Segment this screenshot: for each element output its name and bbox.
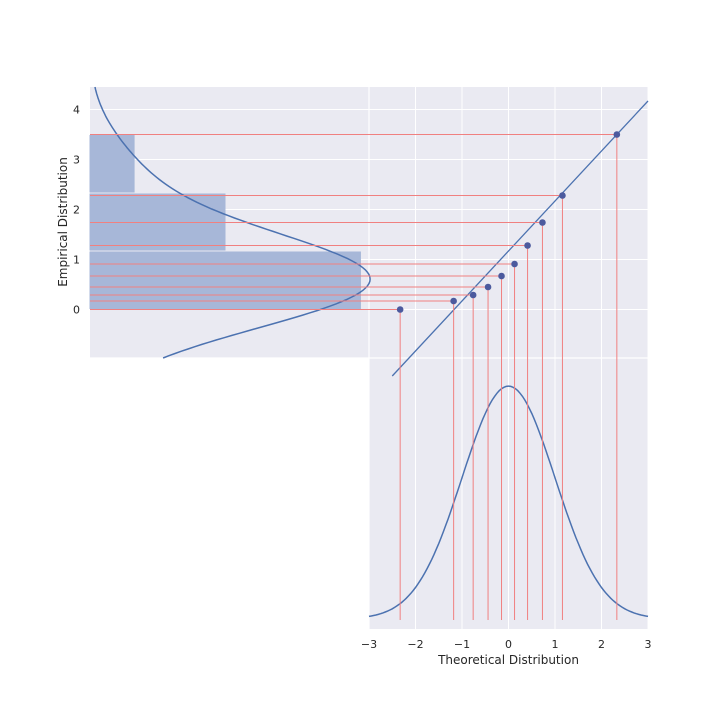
x-axis-label: Theoretical Distribution [437, 653, 579, 667]
qq-point [484, 283, 492, 291]
y-axis-label: Empirical Distribution [56, 157, 70, 287]
x-tick-label: 1 [552, 638, 559, 651]
qq-point [396, 306, 404, 313]
qq-point [450, 297, 457, 305]
reference-line [391, 100, 649, 377]
qq-point [469, 291, 477, 299]
histogram-bar [89, 251, 361, 309]
y-tick-label: 1 [73, 254, 80, 267]
y-tick-label: 3 [73, 154, 80, 167]
y-tick-label: 2 [73, 204, 80, 217]
x-tick-label: 3 [645, 638, 652, 651]
qq-point [498, 272, 505, 280]
x-tick-label: −1 [454, 638, 470, 651]
tick-labels: 0 1 2 3 4 −3 −2 −1 0 1 2 3 [73, 104, 652, 652]
qq-point [539, 219, 546, 226]
qq-point [524, 242, 531, 249]
qq-point [559, 192, 566, 199]
x-tick-label: 2 [598, 638, 605, 651]
y-tick-label: 4 [73, 104, 80, 117]
histogram-bar [89, 135, 135, 193]
y-tick-label: 0 [73, 304, 80, 317]
qq-point [613, 131, 621, 138]
x-tick-label: −2 [407, 638, 423, 651]
x-tick-label: 0 [505, 638, 512, 651]
normal-pdf-curve [368, 385, 649, 618]
x-tick-label: −3 [361, 638, 377, 651]
qq-point [511, 260, 518, 268]
guide-lines [90, 134, 618, 620]
qq-points [396, 131, 621, 313]
